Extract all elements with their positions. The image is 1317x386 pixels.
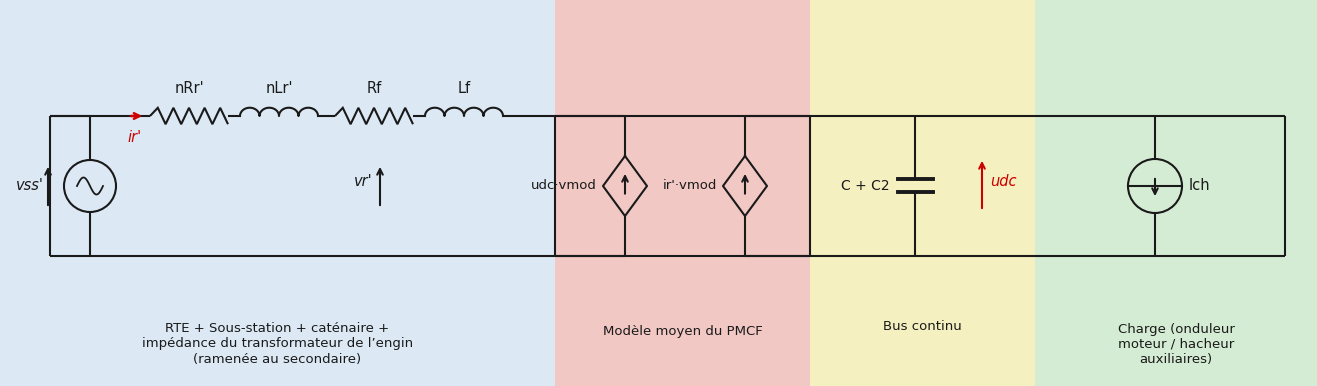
Text: ir'·vmod: ir'·vmod	[662, 179, 716, 193]
Text: Lf: Lf	[457, 81, 470, 96]
Text: Charge (onduleur
moteur / hacheur
auxiliaires): Charge (onduleur moteur / hacheur auxili…	[1118, 322, 1234, 366]
Bar	[0, 0, 554, 386]
Bar	[554, 0, 810, 386]
Text: C + C2: C + C2	[840, 179, 889, 193]
Text: Modèle moyen du PMCF: Modèle moyen du PMCF	[603, 325, 763, 339]
Text: nLr': nLr'	[265, 81, 292, 96]
Text: vss': vss'	[16, 178, 43, 193]
Text: ir': ir'	[126, 130, 141, 145]
Text: Bus continu: Bus continu	[884, 320, 961, 332]
Text: Rf: Rf	[366, 81, 382, 96]
Text: nRr': nRr'	[174, 81, 204, 96]
Bar	[1035, 0, 1317, 386]
Text: udc·vmod: udc·vmod	[531, 179, 597, 193]
Text: vr': vr'	[354, 174, 373, 190]
Bar	[810, 0, 1035, 386]
Text: RTE + Sous-station + caténaire +
impédance du transformateur de l’engin
(ramenée: RTE + Sous-station + caténaire + impédan…	[142, 322, 414, 366]
Text: Ich: Ich	[1189, 178, 1210, 193]
Text: udc: udc	[990, 173, 1017, 188]
